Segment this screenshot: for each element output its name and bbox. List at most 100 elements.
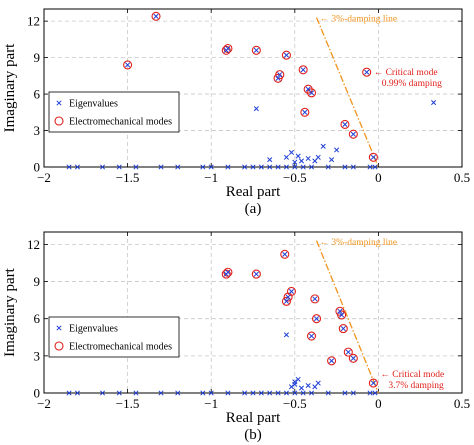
- eigenvalue-marker: [288, 384, 295, 390]
- x-tick-label: 0.5: [454, 170, 470, 185]
- eigenvalue-marker: [292, 164, 298, 170]
- electromechanical-mode-marker: [348, 129, 358, 139]
- eigenvalue-marker: [431, 100, 437, 106]
- eigenvalue-marker: [267, 164, 273, 170]
- eigenvalue-marker: [308, 333, 315, 339]
- eigenvalue-marker: [200, 164, 206, 170]
- eigenvalue-marker: [116, 164, 122, 170]
- eigenvalue-marker: [315, 154, 321, 160]
- eigenvalue-marker: [283, 332, 289, 338]
- y-tick-label: 3: [34, 348, 41, 363]
- eigenvalue-marker: [74, 390, 80, 396]
- x-tick-label: −1: [204, 170, 218, 185]
- x-tick-label: −0.5: [283, 170, 307, 185]
- eigenvalue-marker: [300, 390, 306, 396]
- legend-mode-marker: [54, 341, 64, 351]
- eigenvalue-marker: [258, 164, 264, 170]
- eigenvalue-marker: [308, 90, 315, 96]
- eigenvalue-marker: [367, 390, 373, 396]
- eigenvalue-marker: [372, 390, 378, 396]
- eigenvalue-marker: [342, 121, 348, 128]
- eigenvalue-marker: [295, 376, 301, 382]
- electromechanical-mode-marker: [251, 269, 261, 279]
- eigenvalue-marker: [313, 316, 320, 322]
- damping-line: [315, 240, 380, 394]
- y-tick-label: 9: [34, 50, 41, 65]
- eigenvalue-marker: [329, 358, 335, 364]
- plot-frame: [43, 231, 463, 394]
- y-tick-label: 6: [34, 87, 41, 102]
- eigenvalue-marker: [250, 390, 256, 396]
- electromechanical-mode-marker: [306, 331, 317, 341]
- eigenvalue-marker: [295, 153, 301, 159]
- eigenvalue-marker: [66, 390, 72, 396]
- electromechanical-mode-marker: [338, 324, 348, 334]
- eigenvalue-marker: [300, 164, 306, 170]
- electromechanical-mode-marker: [311, 314, 322, 324]
- electromechanical-mode-marker: [340, 119, 350, 130]
- electromechanical-mode-marker: [275, 70, 285, 80]
- eigenvalue-marker: [342, 390, 348, 396]
- eigenvalue-marker: [312, 296, 318, 302]
- eigenvalue-marker: [370, 154, 376, 160]
- eigenvalue-marker: [253, 271, 259, 277]
- eigenvalue-marker: [283, 52, 289, 58]
- electromechanical-mode-marker: [286, 286, 297, 296]
- electromechanical-mode-marker: [337, 310, 347, 320]
- eigenvalue-marker: [308, 390, 315, 396]
- legend: Eigenvalues Electromechanical modes: [48, 316, 180, 358]
- eigenvalue-marker: [253, 47, 259, 53]
- electromechanical-mode-marker: [310, 294, 320, 304]
- legend-box: [48, 91, 180, 133]
- legend-eigenvalues-label: Eigenvalues: [69, 324, 118, 335]
- eigenvalue-marker: [242, 164, 248, 170]
- eigenvalue-marker: [275, 390, 281, 396]
- eigenvalue-marker: [225, 269, 231, 275]
- eigenvalue-marker: [133, 164, 139, 170]
- x-tick-label: 0: [375, 396, 382, 411]
- chart-panel-a: −2 −1.5 −1 −0.5 0 0.5 0 3 6 9 12 Real part Imaginary…: [2, 8, 470, 217]
- eigenvalue-marker: [292, 379, 298, 385]
- critical-mode-label: ← Critical mode: [380, 370, 444, 380]
- eigenvalue-marker: [133, 390, 139, 396]
- x-axis-label: Real part: [226, 410, 281, 426]
- eigenvalue-marker: [277, 72, 283, 78]
- x-tick-label: 0: [375, 170, 382, 185]
- eigenvalue-marker: [298, 158, 305, 164]
- eigenvalue-marker: [158, 164, 164, 170]
- electromechanical-mode-marker: [362, 67, 372, 77]
- eigenvalue-marker: [267, 390, 273, 396]
- y-tick-label: 12: [27, 237, 40, 252]
- eigenvalue-marker: [225, 390, 231, 396]
- y-tick-label: 12: [27, 14, 40, 29]
- x-tick-label: −2: [37, 170, 51, 185]
- eigenvalue-marker: [283, 298, 289, 304]
- eigenvalue-marker: [99, 164, 106, 170]
- eigenvalue-marker: [364, 69, 370, 75]
- damping-line-label: ← 3%-damping line: [320, 15, 398, 25]
- y-tick-label: 0: [34, 386, 41, 401]
- eigenvalue-marker: [242, 390, 248, 396]
- eigenvalue-marker: [325, 164, 331, 170]
- eigenvalue-marker: [350, 355, 356, 361]
- panel-caption: (b): [244, 427, 262, 443]
- y-tick-label: 0: [34, 160, 41, 175]
- legend-eigenvalue-marker: [56, 100, 62, 106]
- eigenvalue-marker: [329, 157, 335, 163]
- eigenvalue-marker: [116, 390, 122, 396]
- eigenvalue-marker: [320, 143, 326, 149]
- electromechanical-mode-marker: [368, 152, 378, 162]
- x-tick-label: −2: [37, 396, 51, 411]
- electromechanical-mode-marker: [151, 11, 161, 21]
- eigenvalue-marker: [285, 294, 291, 300]
- x-axis-label: Real part: [226, 184, 281, 200]
- eigenvalue-marker: [288, 288, 295, 294]
- y-tick-label: 3: [34, 123, 41, 138]
- eigenvalue-marker: [298, 385, 305, 391]
- critical-mode-damping: 0.99% damping: [382, 79, 442, 89]
- y-tick-label: 9: [34, 274, 41, 289]
- eigenvalue-marker: [208, 390, 214, 396]
- eigenvalue-marker: [367, 164, 373, 170]
- eigenvalue-marker: [372, 164, 378, 170]
